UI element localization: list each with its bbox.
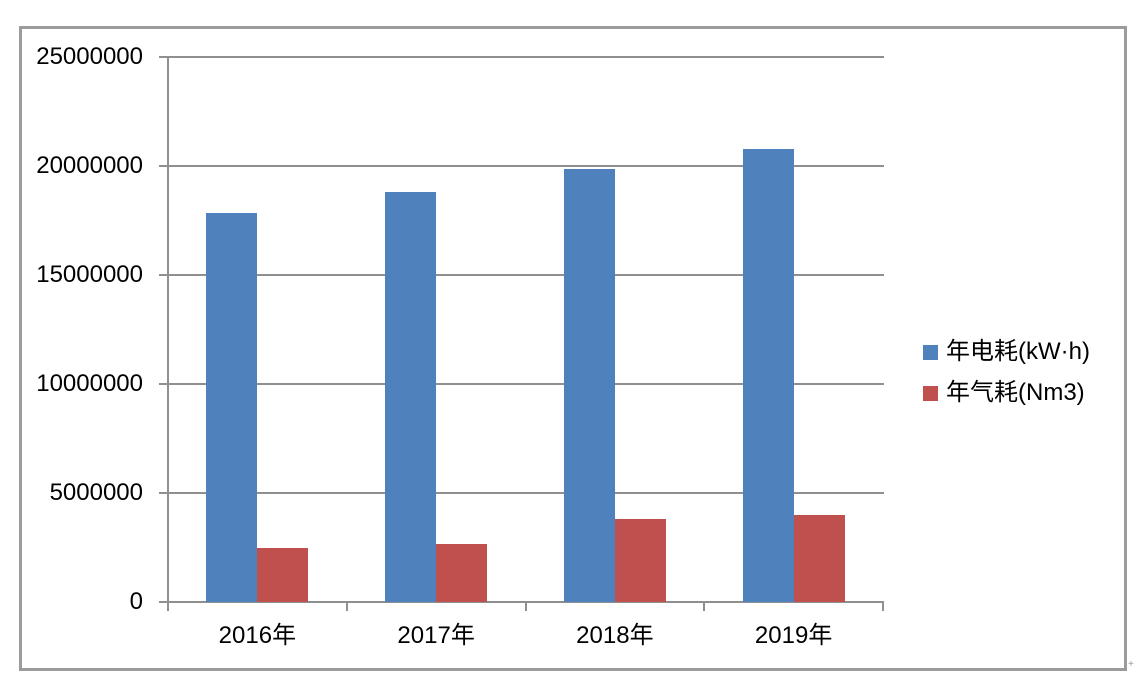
bar (257, 547, 309, 602)
x-axis-tick (703, 602, 706, 611)
bar (793, 514, 845, 602)
y-axis-tick (159, 274, 168, 276)
bar (385, 192, 437, 602)
bar (742, 148, 794, 602)
gridline (168, 383, 884, 385)
gridline (168, 56, 884, 58)
y-tick-label: 15000000 (36, 261, 143, 288)
y-axis-tick (159, 492, 168, 494)
y-axis-line (167, 57, 169, 611)
x-axis-tick (345, 602, 348, 611)
x-axis-tick (167, 602, 169, 611)
legend-label-gas: 年气耗(Nm3) (946, 379, 1085, 406)
bar (614, 519, 666, 602)
legend-label-electricity: 年电耗(kW·h) (946, 338, 1090, 365)
x-tick-label: 2017年 (397, 622, 475, 649)
legend-item-gas: 年气耗(Nm3) (923, 378, 1090, 408)
y-axis-tick (159, 56, 168, 58)
y-tick-label: 5000000 (49, 479, 143, 506)
y-tick-label: 0 (129, 588, 143, 615)
x-axis-tick (524, 602, 527, 611)
bar (563, 169, 615, 602)
x-axis-tick (882, 602, 884, 611)
stray-artifact: + (1128, 659, 1134, 670)
bar (206, 212, 258, 602)
legend-swatch-blue-icon (923, 344, 938, 360)
x-tick-label: 2019年 (754, 622, 833, 649)
y-tick-label: 10000000 (36, 370, 143, 397)
x-tick-label: 2018年 (576, 622, 654, 649)
y-tick-label: 20000000 (36, 152, 143, 179)
gridline (168, 165, 884, 167)
x-tick-label: 2016年 (218, 622, 297, 649)
y-axis-tick (159, 383, 168, 385)
y-tick-label: 25000000 (36, 43, 143, 70)
legend-swatch-red-icon (923, 385, 938, 401)
legend-item-electricity: 年电耗(kW·h) (923, 337, 1090, 367)
y-axis-tick (159, 601, 168, 603)
legend: 年电耗(kW·h) 年气耗(Nm3) (923, 337, 1090, 419)
y-axis-tick (159, 165, 168, 167)
bar (436, 544, 488, 602)
gridline (168, 492, 884, 494)
gridline (168, 274, 884, 276)
